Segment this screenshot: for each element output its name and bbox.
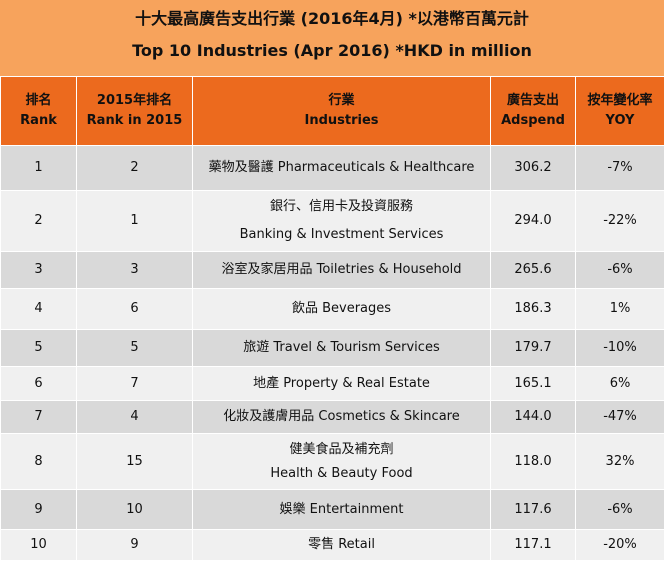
- table-row: 10 9 零售 Retail 117.1 -20%: [0, 529, 664, 561]
- cell-rank-2015: 15: [76, 433, 193, 490]
- cell-industry: 化妝及護膚用品 Cosmetics & Skincare: [192, 400, 491, 434]
- cell-industry: 旅遊 Travel & Tourism Services: [192, 329, 491, 367]
- cell-yoy: -7%: [575, 145, 664, 191]
- cell-adspend: 165.1: [490, 366, 576, 401]
- cell-rank: 6: [0, 366, 77, 401]
- cell-yoy: -6%: [575, 489, 664, 530]
- industry-line-1: 零售 Retail: [308, 537, 375, 552]
- cell-rank-2015: 7: [76, 366, 193, 401]
- cell-rank: 8: [0, 433, 77, 490]
- title-chinese: 十大最高廣告支出行業 (2016年4月) *以港幣百萬元計: [135, 9, 529, 28]
- table-row: 1 2 藥物及醫護 Pharmaceuticals & Healthcare 3…: [0, 145, 664, 191]
- industries-table: 排名 Rank 2015年排名 Rank in 2015 行業 Industri…: [0, 76, 664, 561]
- cell-yoy: -20%: [575, 529, 664, 561]
- header-adspend-zh: 廣告支出: [506, 93, 559, 108]
- industry-line-1: 地產 Property & Real Estate: [253, 375, 430, 391]
- cell-rank-2015: 4: [76, 400, 193, 434]
- cell-industry: 零售 Retail: [192, 529, 491, 561]
- title-english: Top 10 Industries (Apr 2016) *HKD in mil…: [132, 41, 532, 60]
- cell-rank: 5: [0, 329, 77, 367]
- table-row: 7 4 化妝及護膚用品 Cosmetics & Skincare 144.0 -…: [0, 400, 664, 434]
- header-yoy-zh: 按年變化率: [587, 93, 653, 108]
- cell-adspend: 179.7: [490, 329, 576, 367]
- cell-adspend: 117.1: [490, 529, 576, 561]
- cell-industry: 地產 Property & Real Estate: [192, 366, 491, 401]
- header-yoy: 按年變化率 YOY: [575, 76, 664, 146]
- cell-industry: 藥物及醫護 Pharmaceuticals & Healthcare: [192, 145, 491, 191]
- industry-line-1: 銀行、信用卡及投資服務: [269, 199, 413, 214]
- cell-rank: 3: [0, 251, 77, 289]
- cell-industry: 飲品 Beverages: [192, 288, 491, 330]
- cell-yoy: 1%: [575, 288, 664, 330]
- title-banner: 十大最高廣告支出行業 (2016年4月) *以港幣百萬元計 Top 10 Ind…: [0, 0, 664, 76]
- header-rank-2015-zh: 2015年排名: [96, 93, 173, 108]
- industry-line-1: 娛樂 Entertainment: [279, 501, 404, 517]
- header-rank-2015: 2015年排名 Rank in 2015: [76, 76, 193, 146]
- cell-rank: 7: [0, 400, 77, 434]
- cell-rank: 2: [0, 190, 77, 252]
- cell-adspend: 118.0: [490, 433, 576, 490]
- industry-line-1: 藥物及醫護 Pharmaceuticals & Healthcare: [208, 160, 475, 175]
- industry-line-1: 浴室及家居用品 Toiletries & Household: [221, 262, 462, 277]
- header-rank: 排名 Rank: [0, 76, 77, 146]
- cell-yoy: -10%: [575, 329, 664, 367]
- cell-yoy: -47%: [575, 400, 664, 434]
- cell-rank: 9: [0, 489, 77, 530]
- cell-yoy: 32%: [575, 433, 664, 490]
- cell-yoy: -22%: [575, 190, 664, 252]
- header-yoy-en: YOY: [605, 113, 635, 128]
- cell-rank: 4: [0, 288, 77, 330]
- cell-yoy: 6%: [575, 366, 664, 401]
- cell-adspend: 144.0: [490, 400, 576, 434]
- cell-rank-2015: 9: [76, 529, 193, 561]
- cell-rank-2015: 3: [76, 251, 193, 289]
- industry-line-2: Health & Beauty Food: [270, 465, 413, 481]
- header-industries-zh: 行業: [328, 93, 355, 108]
- header-industries: 行業 Industries: [192, 76, 491, 146]
- cell-adspend: 186.3: [490, 288, 576, 330]
- header-industries-en: Industries: [304, 113, 379, 128]
- header-rank-2015-en: Rank in 2015: [86, 113, 183, 128]
- cell-rank-2015: 2: [76, 145, 193, 191]
- cell-adspend: 117.6: [490, 489, 576, 530]
- cell-industry: 銀行、信用卡及投資服務 Banking & Investment Service…: [192, 190, 491, 252]
- table-header-row: 排名 Rank 2015年排名 Rank in 2015 行業 Industri…: [0, 76, 664, 146]
- table-row: 3 3 浴室及家居用品 Toiletries & Household 265.6…: [0, 251, 664, 289]
- table-row: 2 1 銀行、信用卡及投資服務 Banking & Investment Ser…: [0, 190, 664, 252]
- table-row: 4 6 飲品 Beverages 186.3 1%: [0, 288, 664, 330]
- cell-rank-2015: 1: [76, 190, 193, 252]
- header-adspend: 廣告支出 Adspend: [490, 76, 576, 146]
- cell-rank: 10: [0, 529, 77, 561]
- table-row: 9 10 娛樂 Entertainment 117.6 -6%: [0, 489, 664, 530]
- table-row: 6 7 地產 Property & Real Estate 165.1 6%: [0, 366, 664, 401]
- cell-industry: 娛樂 Entertainment: [192, 489, 491, 530]
- header-rank-label: 排名 Rank: [20, 93, 57, 128]
- cell-adspend: 265.6: [490, 251, 576, 289]
- header-adspend-en: Adspend: [501, 113, 565, 128]
- industry-line-1: 健美食品及補充劑: [289, 441, 394, 457]
- cell-industry: 健美食品及補充劑 Health & Beauty Food: [192, 433, 491, 490]
- table-row: 5 5 旅遊 Travel & Tourism Services 179.7 -…: [0, 329, 664, 367]
- cell-adspend: 306.2: [490, 145, 576, 191]
- cell-rank-2015: 10: [76, 489, 193, 530]
- industry-line-1: 飲品 Beverages: [291, 301, 392, 316]
- cell-rank-2015: 5: [76, 329, 193, 367]
- table-row: 8 15 健美食品及補充劑 Health & Beauty Food 118.0…: [0, 433, 664, 490]
- cell-adspend: 294.0: [490, 190, 576, 252]
- cell-yoy: -6%: [575, 251, 664, 289]
- industry-line-1: 化妝及護膚用品 Cosmetics & Skincare: [223, 409, 460, 424]
- industry-line-2: Banking & Investment Services: [239, 227, 444, 242]
- cell-rank-2015: 6: [76, 288, 193, 330]
- cell-industry: 浴室及家居用品 Toiletries & Household: [192, 251, 491, 289]
- industry-line-1: 旅遊 Travel & Tourism Services: [243, 340, 440, 355]
- cell-rank: 1: [0, 145, 77, 191]
